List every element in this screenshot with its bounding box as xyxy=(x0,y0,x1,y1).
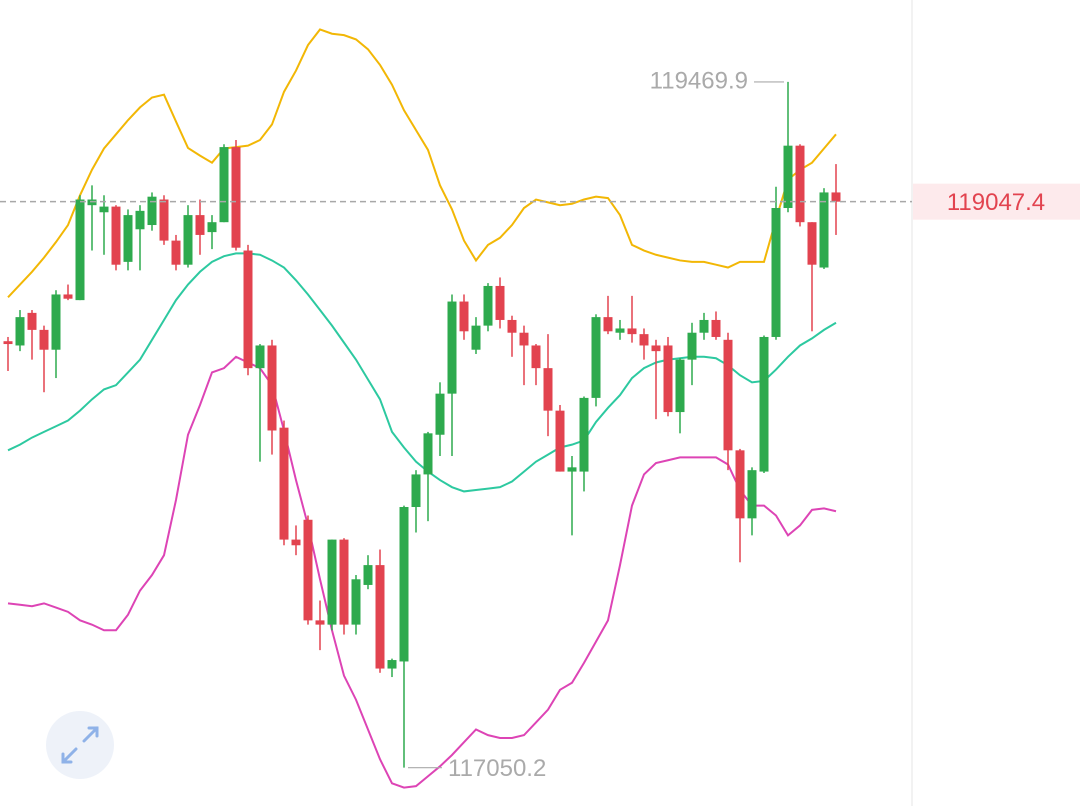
band-line xyxy=(7,355,837,789)
candle-body xyxy=(447,301,457,394)
candle-body xyxy=(435,393,445,435)
candle-body xyxy=(687,332,697,360)
candle-body xyxy=(99,206,109,213)
candle-body xyxy=(39,329,49,350)
candle-body xyxy=(567,467,577,472)
candle-body xyxy=(123,215,133,262)
candle-body xyxy=(219,147,229,223)
candle-body xyxy=(783,145,793,209)
candle-body xyxy=(75,199,85,301)
candle-body xyxy=(759,336,769,472)
candle-body xyxy=(771,208,781,337)
candle-body xyxy=(135,210,145,230)
candle-body xyxy=(459,301,469,332)
candle-body xyxy=(735,450,745,519)
candle-body xyxy=(339,539,349,625)
candle-body xyxy=(627,328,637,335)
candle-body xyxy=(351,579,361,625)
candle-body xyxy=(471,325,481,350)
candle-body xyxy=(51,294,61,350)
candle-body xyxy=(531,345,541,369)
band-line xyxy=(7,28,837,298)
candle-body xyxy=(711,319,721,337)
candle-body xyxy=(243,250,253,369)
candle-body xyxy=(387,660,397,669)
candle-body xyxy=(483,285,493,326)
expand-button[interactable] xyxy=(46,711,114,779)
candle-body xyxy=(651,345,661,352)
candle-body xyxy=(147,196,157,226)
candle-body xyxy=(327,539,337,625)
candle-body xyxy=(207,222,217,233)
candle-body xyxy=(255,345,265,369)
candle-body xyxy=(15,317,25,346)
candle-body xyxy=(495,285,505,320)
candle-body xyxy=(315,620,325,625)
min-label: 117050.2 xyxy=(448,755,546,782)
candle-body xyxy=(591,317,601,398)
candle-body xyxy=(171,240,181,265)
candle-body xyxy=(63,294,73,299)
max-label: 119469.9 xyxy=(650,67,748,94)
candle-body xyxy=(807,222,817,265)
candle-body xyxy=(423,433,433,475)
candle-body xyxy=(267,345,277,431)
candle-body xyxy=(399,507,409,662)
candle-body xyxy=(579,397,589,472)
candle-body xyxy=(231,147,241,248)
candle-body xyxy=(555,410,565,472)
candle-body xyxy=(543,368,553,411)
band-line xyxy=(7,252,837,493)
candle-body xyxy=(675,359,685,413)
candle-body xyxy=(747,470,757,519)
candle-body xyxy=(639,334,649,346)
candle-body xyxy=(615,328,625,333)
candle-body xyxy=(507,319,517,333)
candle-body xyxy=(183,215,193,265)
candle-body xyxy=(279,427,289,540)
candle-body xyxy=(159,199,169,241)
last-price-label: 119047.4 xyxy=(947,189,1045,216)
candle-body xyxy=(111,206,121,265)
candle-body xyxy=(27,312,37,330)
candle-body xyxy=(723,339,733,451)
candle-body xyxy=(603,317,613,332)
candle-body xyxy=(699,319,709,333)
candle-body xyxy=(831,192,841,202)
candle-body xyxy=(819,192,829,268)
candle-body xyxy=(663,345,673,413)
last-price-box xyxy=(913,183,1080,220)
candle-body xyxy=(291,539,301,546)
candle-body xyxy=(795,145,805,223)
candle-body xyxy=(303,519,313,621)
candle-body xyxy=(195,215,205,235)
candle-body xyxy=(411,474,421,508)
candle-body xyxy=(363,565,373,585)
candle-body xyxy=(375,565,385,669)
candle-body xyxy=(3,341,13,345)
candle-body xyxy=(519,332,529,346)
